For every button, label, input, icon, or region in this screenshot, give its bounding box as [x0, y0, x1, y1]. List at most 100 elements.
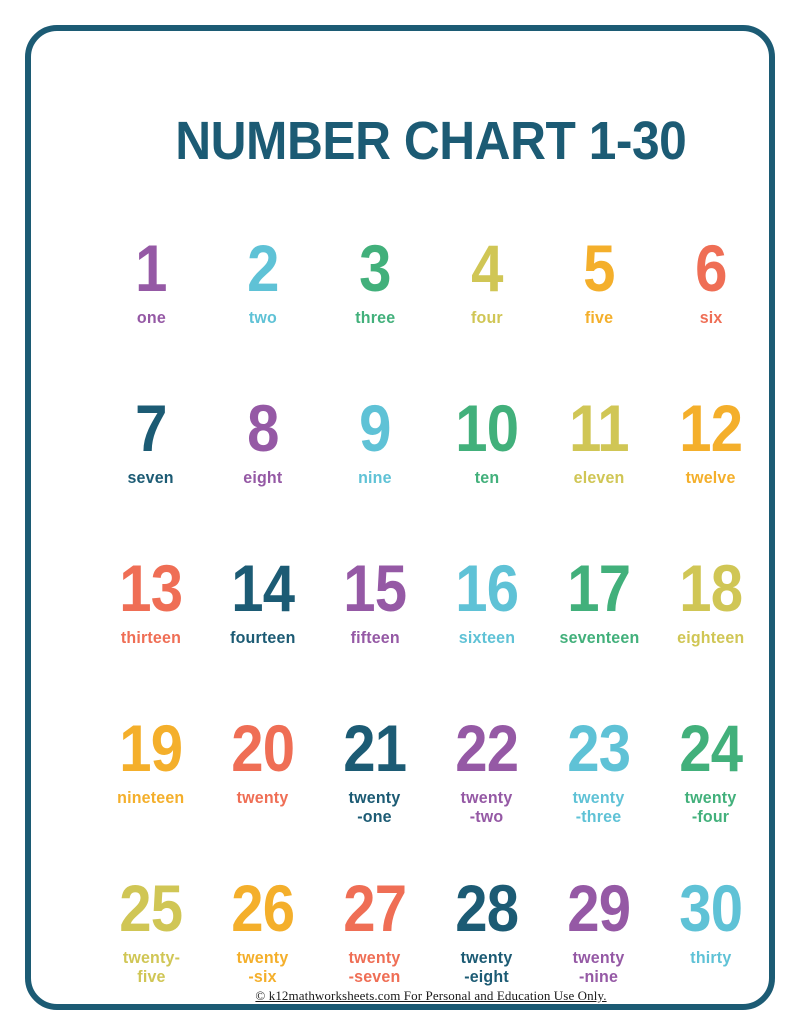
- number-digit: 3: [359, 231, 391, 306]
- number-word: twenty- five: [122, 948, 180, 987]
- number-word: nineteen: [117, 788, 185, 808]
- number-cell-8: 8 eight: [207, 394, 319, 554]
- number-digit: 6: [695, 231, 727, 306]
- number-word: twelve: [686, 468, 736, 488]
- number-cell-21: 21 twenty -one: [319, 714, 431, 874]
- number-word: eight: [243, 468, 283, 488]
- number-digit: 13: [119, 551, 184, 626]
- number-digit: 30: [679, 871, 744, 946]
- number-cell-27: 27 twenty -seven: [319, 874, 431, 1034]
- number-digit: 15: [343, 551, 408, 626]
- number-cell-1: 1 one: [95, 234, 207, 394]
- footer-copyright-text: © k12mathworksheets.com For Personal and…: [255, 988, 607, 1003]
- number-row: 7 seven 8 eight 9 nine 10 ten 11 eleven 12 twelve: [95, 394, 767, 554]
- footer: © k12mathworksheets.com For Personal and…: [62, 987, 800, 1005]
- number-digit: 18: [679, 551, 744, 626]
- number-word: nine: [358, 468, 392, 488]
- number-digit: 27: [343, 871, 408, 946]
- number-digit: 28: [455, 871, 520, 946]
- number-word: twenty -one: [349, 788, 401, 827]
- number-word: sixteen: [458, 628, 516, 648]
- number-digit: 9: [359, 391, 391, 466]
- number-word: twenty -three: [573, 788, 625, 827]
- number-word: twenty -six: [237, 948, 289, 987]
- number-cell-24: 24 twenty -four: [655, 714, 767, 874]
- number-cell-4: 4 four: [431, 234, 543, 394]
- number-digit: 26: [231, 871, 296, 946]
- number-digit: 2: [247, 231, 279, 306]
- number-cell-6: 6 six: [655, 234, 767, 394]
- number-cell-23: 23 twenty -three: [543, 714, 655, 874]
- number-digit: 19: [119, 711, 184, 786]
- number-word: fifteen: [350, 628, 400, 648]
- number-row: 1 one 2 two 3 three 4 four 5 five 6 six: [95, 234, 767, 394]
- number-cell-10: 10 ten: [431, 394, 543, 554]
- number-cell-14: 14 fourteen: [207, 554, 319, 714]
- number-digit: 10: [455, 391, 520, 466]
- number-word: twenty: [237, 788, 289, 808]
- number-word: four: [471, 308, 503, 328]
- number-cell-12: 12 twelve: [655, 394, 767, 554]
- number-digit: 1: [135, 231, 167, 306]
- number-grid: 1 one 2 two 3 three 4 four 5 five 6 six 7 seven 8 eight…: [95, 234, 767, 1034]
- number-digit: 5: [583, 231, 615, 306]
- number-cell-30: 30 thirty: [655, 874, 767, 1034]
- number-word: seventeen: [559, 628, 639, 648]
- poster-content: NUMBER CHART 1-30 1 one 2 two 3 three 4 four 5 fi…: [62, 62, 800, 1035]
- number-cell-17: 17 seventeen: [543, 554, 655, 714]
- number-word: ten: [474, 468, 500, 488]
- number-word: twenty -eight: [461, 948, 513, 987]
- number-digit: 29: [567, 871, 632, 946]
- number-digit: 20: [231, 711, 296, 786]
- number-cell-29: 29 twenty -nine: [543, 874, 655, 1034]
- number-digit: 22: [455, 711, 520, 786]
- number-word: two: [248, 308, 278, 328]
- number-cell-3: 3 three: [319, 234, 431, 394]
- number-word: three: [354, 308, 396, 328]
- number-cell-28: 28 twenty -eight: [431, 874, 543, 1034]
- page-title: NUMBER CHART 1-30: [175, 111, 687, 171]
- number-word: eleven: [573, 468, 625, 488]
- number-word: twenty -seven: [349, 948, 401, 987]
- number-digit: 25: [119, 871, 184, 946]
- number-cell-5: 5 five: [543, 234, 655, 394]
- number-cell-22: 22 twenty -two: [431, 714, 543, 874]
- number-word: twenty -four: [685, 788, 737, 827]
- number-word: thirty: [690, 948, 732, 968]
- number-word: five: [584, 308, 614, 328]
- number-cell-20: 20 twenty: [207, 714, 319, 874]
- number-row: 13 thirteen 14 fourteen 15 fifteen 16 sixteen 17…: [95, 554, 767, 714]
- number-word: eighteen: [677, 628, 745, 648]
- number-digit: 4: [471, 231, 503, 306]
- number-digit: 17: [567, 551, 632, 626]
- number-digit: 21: [343, 711, 408, 786]
- number-cell-15: 15 fifteen: [319, 554, 431, 714]
- number-cell-25: 25 twenty- five: [95, 874, 207, 1034]
- number-cell-13: 13 thirteen: [95, 554, 207, 714]
- number-cell-16: 16 sixteen: [431, 554, 543, 714]
- number-word: one: [136, 308, 166, 328]
- number-row: 19 nineteen 20 twenty 21 twenty -one 22 twenty …: [95, 714, 767, 874]
- poster-border-frame: NUMBER CHART 1-30 1 one 2 two 3 three 4 four 5 fi…: [25, 25, 775, 1010]
- number-word: thirteen: [120, 628, 182, 648]
- number-word: twenty -two: [461, 788, 513, 827]
- number-cell-26: 26 twenty -six: [207, 874, 319, 1034]
- number-cell-18: 18 eighteen: [655, 554, 767, 714]
- number-cell-19: 19 nineteen: [95, 714, 207, 874]
- number-word: seven: [127, 468, 175, 488]
- number-row: 25 twenty- five 26 twenty -six 27 twenty -sev…: [95, 874, 767, 1034]
- number-digit: 16: [455, 551, 520, 626]
- number-cell-9: 9 nine: [319, 394, 431, 554]
- number-digit: 23: [567, 711, 632, 786]
- number-digit: 12: [679, 391, 744, 466]
- number-digit: 7: [135, 391, 167, 466]
- number-cell-11: 11 eleven: [543, 394, 655, 554]
- number-digit: 24: [679, 711, 744, 786]
- number-word: six: [699, 308, 723, 328]
- number-cell-2: 2 two: [207, 234, 319, 394]
- number-digit: 14: [231, 551, 296, 626]
- number-cell-7: 7 seven: [95, 394, 207, 554]
- number-word: twenty -nine: [573, 948, 625, 987]
- number-digit: 11: [569, 391, 630, 466]
